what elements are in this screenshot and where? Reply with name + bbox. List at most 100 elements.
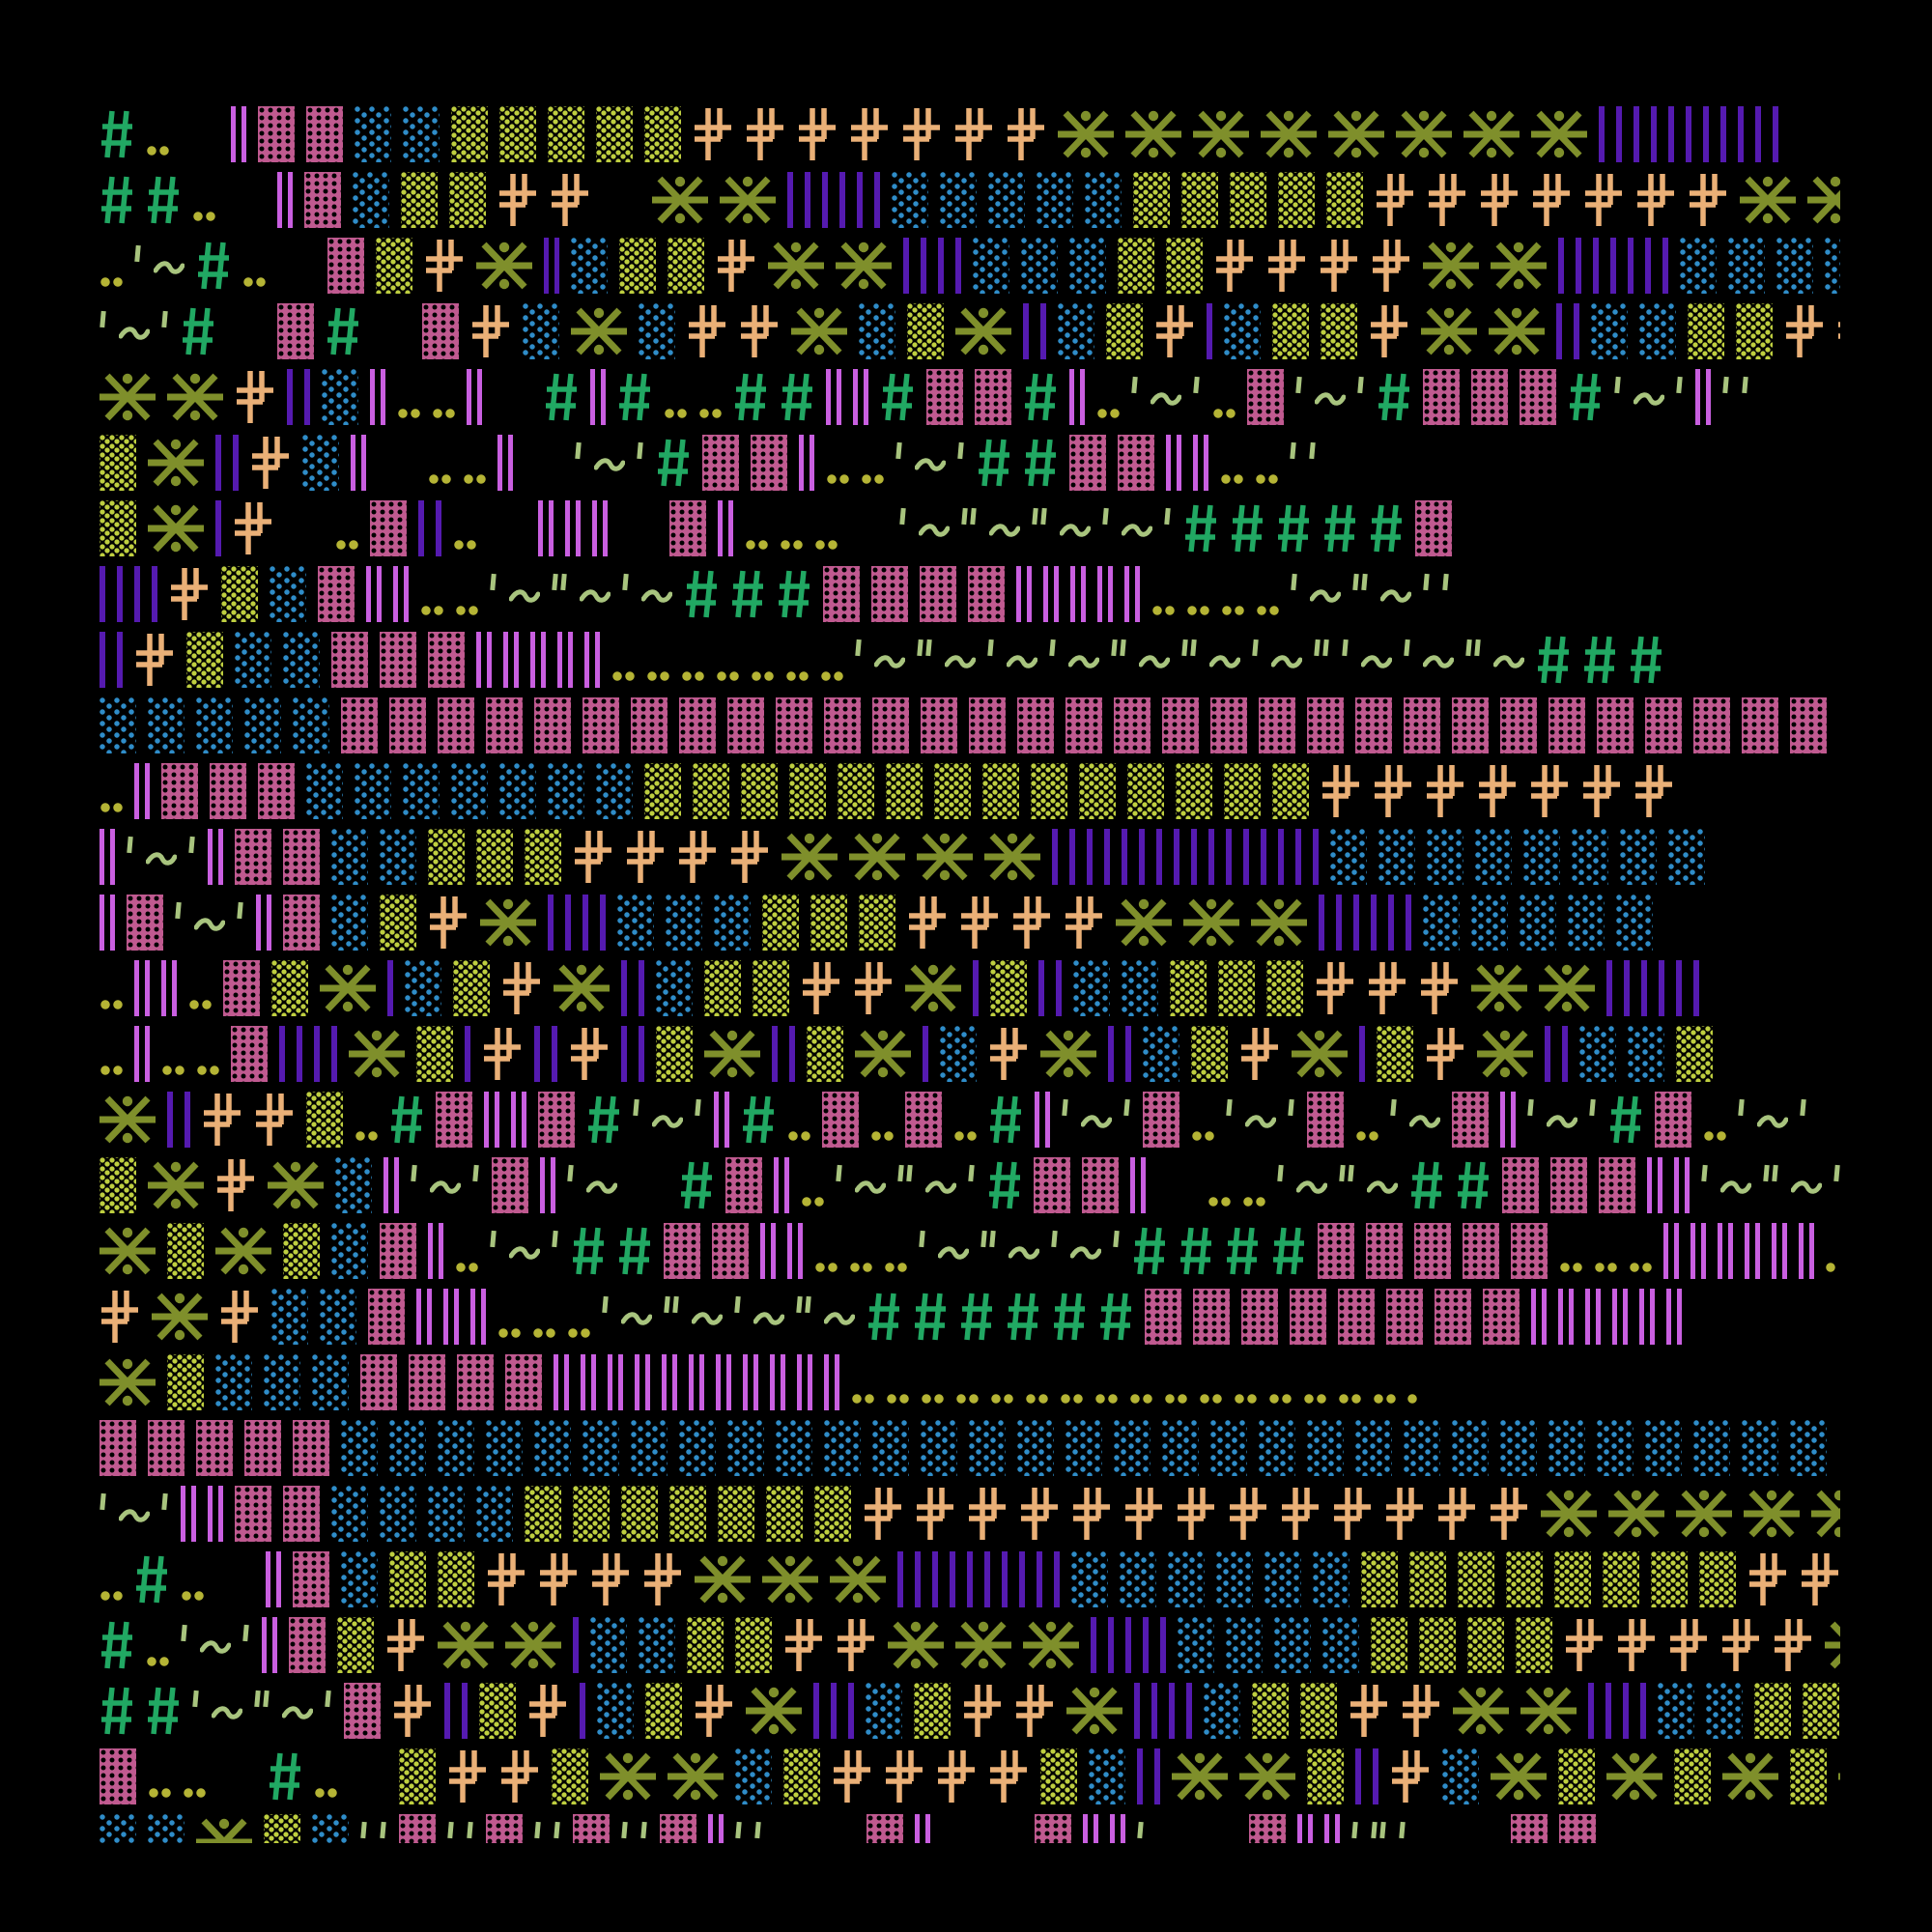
yellow-dot-block: [167, 1223, 204, 1279]
violet-bar: [1599, 106, 1605, 162]
violet-bar: [639, 1026, 644, 1082]
sage-tick: [192, 1683, 200, 1739]
green-hash-glyph: [1371, 504, 1402, 553]
magenta-double-bar: [1166, 435, 1181, 491]
orange-double-cross-glyph: [1065, 896, 1102, 949]
yellow-dot-block: [1230, 172, 1266, 228]
orange-double-cross-glyph: [204, 1094, 241, 1146]
orange-double-cross-glyph: [1427, 1028, 1463, 1080]
olive-star-glyph: [196, 1818, 252, 1843]
orange-double-cross-glyph: [838, 1619, 874, 1671]
sage-tilde: [509, 589, 540, 603]
olive-dot-pair: [161, 1026, 185, 1082]
olive-dot-pair: [787, 1092, 810, 1148]
magenta-double-bar: [592, 500, 608, 556]
blue-dot-block: [666, 895, 702, 951]
blue-dot-block: [1693, 1420, 1730, 1476]
olive-star-glyph: [600, 1752, 656, 1801]
sage-tick: [899, 500, 907, 556]
violet-bar: [973, 960, 979, 1016]
blue-dot-block: [1330, 829, 1367, 885]
yellow-dot-block: [668, 238, 704, 294]
yellow-dot-block: [783, 1748, 820, 1804]
olive-star-glyph: [1740, 176, 1796, 224]
violet-bar: [287, 369, 293, 425]
olive-star-glyph: [768, 242, 824, 290]
violet-bar: [117, 632, 123, 688]
sage-tick: [490, 566, 497, 622]
pink-weave-block: [1655, 1092, 1691, 1148]
sage-tick: [181, 1617, 188, 1673]
yellow-dot-block: [1790, 1748, 1827, 1804]
violet-bar: [1108, 1617, 1114, 1673]
olive-star-glyph: [1541, 1490, 1597, 1538]
pink-weave-block: [505, 1354, 542, 1410]
orange-double-cross-glyph: [449, 1750, 486, 1803]
green-hash-glyph: [1411, 1161, 1442, 1209]
green-hash-glyph: [183, 307, 213, 355]
pink-weave-block: [669, 500, 706, 556]
yellow-dot-block: [1272, 763, 1309, 819]
pink-weave-block: [538, 1092, 575, 1148]
magenta-double-bar: [608, 1354, 623, 1410]
magenta-double-bar: [1674, 1157, 1690, 1213]
olive-dot-pair: [884, 1223, 907, 1279]
pink-weave-block: [486, 1814, 523, 1843]
blue-dot-block: [1572, 829, 1608, 885]
pink-weave-block: [1241, 1289, 1278, 1345]
violet-bar: [1406, 895, 1411, 951]
olive-dot-pair: [1594, 1223, 1617, 1279]
yellow-dot-block: [264, 1814, 300, 1843]
sage-tick: [1351, 1814, 1359, 1843]
sage-tilde: [989, 524, 1020, 537]
olive-dot-pair: [1255, 435, 1278, 491]
pink-weave-block: [1520, 369, 1556, 425]
violet-bar: [387, 960, 393, 1016]
violet-bar: [1359, 1026, 1365, 1082]
spacer: [227, 172, 266, 228]
blue-dot-block: [293, 697, 329, 753]
sage-tick: [575, 435, 582, 491]
green-hash-glyph: [779, 570, 810, 618]
glyph-row-6: [99, 496, 1840, 561]
sage-tick: [621, 1814, 629, 1843]
pink-weave-block: [1143, 1092, 1179, 1148]
green-hash-glyph: [270, 1752, 300, 1801]
orange-double-cross-glyph: [1802, 1553, 1838, 1605]
violet-bar: [565, 895, 571, 951]
olive-star-glyph: [1489, 307, 1545, 355]
blue-dot-block: [824, 1420, 861, 1476]
violet-bar: [813, 1683, 819, 1739]
magenta-double-bar: [256, 895, 271, 951]
olive-dot-pair: [1220, 435, 1243, 491]
violet-bar: [1738, 106, 1744, 162]
pink-weave-block: [457, 1354, 494, 1410]
blue-dot-block: [271, 1289, 308, 1345]
olive-star-glyph: [480, 898, 536, 947]
olive-star-glyph: [1491, 242, 1547, 290]
blue-dot-block: [264, 1354, 300, 1410]
orange-double-cross-glyph: [689, 305, 725, 357]
olive-dot-pair: [532, 1289, 555, 1345]
pink-weave-block: [1082, 1157, 1119, 1213]
pink-weave-block: [1290, 1289, 1326, 1345]
olive-star-glyph: [215, 1227, 271, 1275]
violet-bar: [1023, 303, 1029, 359]
olive-dot-pair: [99, 1026, 123, 1082]
olive-dot-pair: [1199, 1354, 1222, 1410]
orange-double-cross-glyph: [964, 1685, 1001, 1737]
pink-weave-block: [727, 697, 764, 753]
violet-bar: [903, 238, 909, 294]
green-hash-glyph: [979, 439, 1009, 487]
orange-double-cross-glyph: [217, 1159, 254, 1211]
olive-star-glyph: [554, 964, 610, 1012]
olive-dot-pair: [99, 1551, 123, 1607]
orange-double-cross-glyph: [1350, 1685, 1387, 1737]
magenta-double-bar: [716, 1354, 731, 1410]
sage-tick: [1137, 1814, 1145, 1843]
violet-bar: [167, 1092, 173, 1148]
orange-double-cross-glyph: [990, 1028, 1027, 1080]
magenta-double-bar: [161, 960, 177, 1016]
sage-tick: [1309, 435, 1317, 491]
blue-dot-block: [380, 1486, 416, 1542]
